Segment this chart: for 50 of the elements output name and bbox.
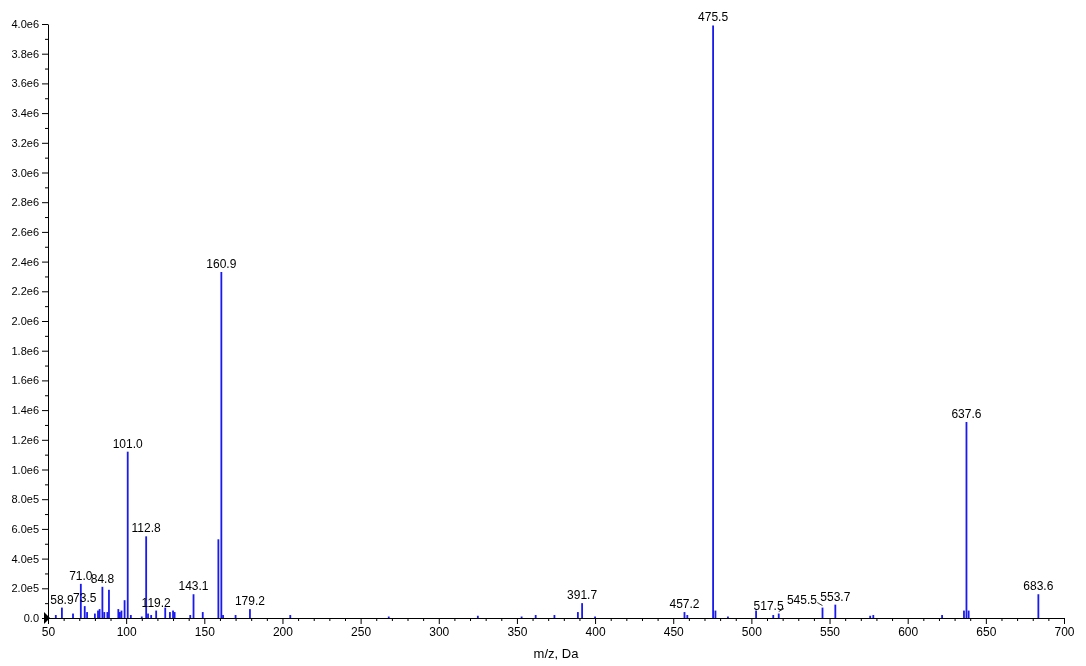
y-tick-label: 3.4e6 (11, 107, 39, 120)
annotation: 517.5 (753, 598, 784, 613)
x-tick-label: 300 (429, 624, 450, 639)
annotation: 112.8 (131, 521, 162, 536)
annotation: 475.5 (698, 10, 729, 25)
annotation: 553.7 (820, 589, 851, 604)
y-tick-label: 3.8e6 (11, 47, 39, 60)
x-tick-label: 450 (663, 624, 685, 639)
y-tick-label: 1.8e6 (11, 344, 39, 357)
annotation: 179.2 (234, 594, 266, 609)
y-tick-label: 2.0e6 (11, 315, 39, 328)
x-tick-label: 200 (272, 624, 294, 639)
y-tick-label: 8.0e5 (11, 493, 39, 506)
annotation: 637.6 (951, 406, 982, 421)
annotation: 683.6 (1023, 579, 1054, 594)
x-tick-label: 400 (585, 624, 606, 639)
x-tick-label: 50 (41, 624, 56, 639)
y-tick-label: 3.6e6 (11, 77, 39, 90)
x-axis-title: m/z, Da (533, 646, 580, 661)
annotation: 58.9 (50, 592, 74, 607)
x-tick-label: 150 (194, 624, 216, 639)
y-tick-label: 1.4e6 (11, 404, 39, 417)
x-tick-label: 600 (898, 624, 919, 639)
x-tick-label: 650 (976, 624, 997, 639)
annotation: 457.2 (669, 597, 700, 612)
y-tick-label: 1.0e6 (11, 463, 39, 476)
y-tick-label: 2.2e6 (11, 285, 39, 298)
y-tick-label: 2.8e6 (11, 196, 39, 209)
x-tick-label: 550 (820, 624, 841, 639)
y-tick-label: 2.4e6 (11, 255, 39, 268)
y-tick-label: 2.0e5 (11, 582, 39, 595)
x-tick-label: 100 (116, 624, 137, 639)
y-tick-label: 0.0 (23, 612, 39, 625)
x-tick-label: 500 (741, 624, 763, 639)
y-tick-label: 2.6e6 (11, 225, 39, 238)
x-tick-label: 250 (351, 624, 372, 639)
annotation: 545.5 (786, 592, 818, 607)
y-tick-label: 3.0e6 (11, 166, 39, 179)
y-tick-label: 1.2e6 (11, 433, 39, 446)
x-tick-label: 350 (507, 624, 528, 639)
y-tick-label: 1.6e6 (11, 374, 39, 387)
annotation: 160.9 (206, 256, 237, 271)
annotation: 143.1 (178, 579, 209, 594)
y-tick-label: 4.0e5 (11, 552, 39, 565)
annotation: 101.0 (112, 436, 144, 451)
y-tick-label: 6.0e5 (11, 522, 39, 535)
annotation: 391.7 (567, 588, 598, 603)
y-tick-label: 3.2e6 (11, 136, 39, 149)
y-tick-label: 4.0e6 (11, 18, 39, 31)
x-tick-label: 700 (1054, 624, 1075, 639)
